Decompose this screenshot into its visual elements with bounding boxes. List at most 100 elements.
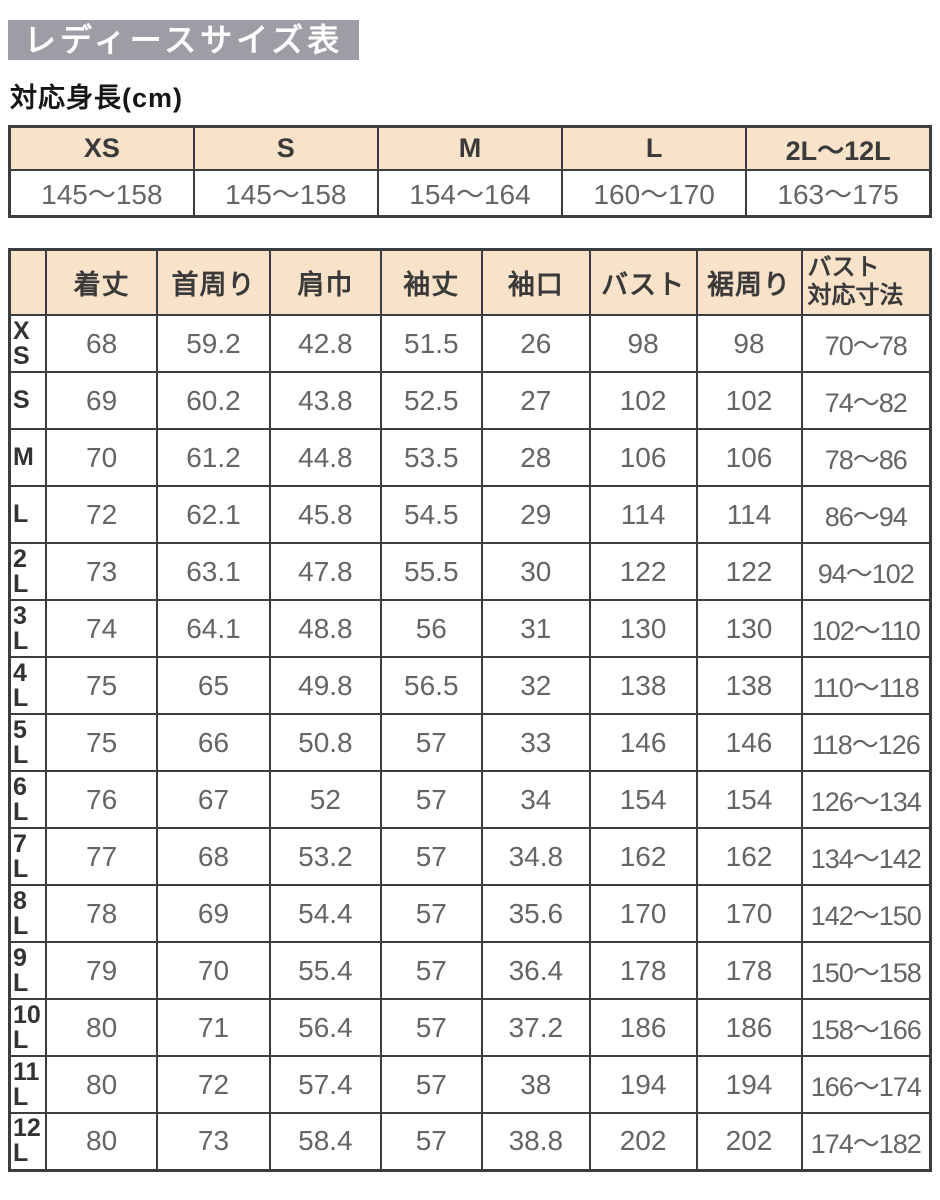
size-row-label-line: 2 [13,544,27,573]
measurement-cell: 62.1 [155,485,272,544]
corner-cell [8,248,48,316]
measurement-column-header: バスト [588,248,698,316]
measurement-cell: 114 [588,485,698,544]
size-row-label-line: L [13,740,29,769]
measurement-column-header: 肩巾 [269,248,382,316]
bust-range-header-line: バスト [807,254,880,282]
size-row-label-line: X [13,316,30,345]
measurement-cell: 186 [695,998,803,1057]
measurement-cell: 37.2 [480,998,591,1057]
height-range-cell: 145〜158 [8,169,195,217]
measurement-cell: 194 [588,1055,698,1114]
height-column-header: L [561,125,748,171]
measurement-cell: 66 [155,713,272,772]
measurement-cell: 102 [588,371,698,430]
size-row-label: 12 L [8,1112,48,1171]
measurement-cell: 61.2 [155,428,272,487]
measurement-cell: 56.4 [269,998,382,1057]
measurement-cell: 102〜110 [800,599,932,658]
measurement-cell: 70〜78 [800,314,932,373]
measurement-cell: 178 [588,941,698,1000]
size-row-label-line: M [13,443,34,471]
size-row-label-line: 12 [13,1114,41,1143]
measurement-column-header: 袖口 [480,248,591,316]
size-row: S 69 60.2 43.8 52.5 27 102 102 74〜82 [8,371,932,430]
measurement-cell: 51.5 [379,314,483,373]
page-title: レディースサイズ表 [8,20,360,60]
measurement-cell: 86〜94 [800,485,932,544]
measurement-cell: 80 [45,1055,158,1114]
measurement-cell: 170 [588,884,698,943]
measurement-cell: 38.8 [480,1112,591,1171]
measurement-cell: 60.2 [155,371,272,430]
measurement-cell: 36.4 [480,941,591,1000]
measurement-cell: 75 [45,656,158,715]
measurement-column-header: 首周り [155,248,272,316]
measurement-cell: 150〜158 [800,941,932,1000]
measurement-cell: 57.4 [269,1055,382,1114]
measurement-cell: 162 [695,827,803,886]
measurement-cell: 64.1 [155,599,272,658]
measurement-cell: 57 [379,1112,483,1171]
size-row-label-line: L [13,626,29,655]
measurement-cell: 126〜134 [800,770,932,829]
measurement-cell: 80 [45,998,158,1057]
bust-range-header-line: 対応寸法 [807,282,904,310]
height-column-header: XS [8,125,195,171]
measurement-cell: 57 [379,884,483,943]
size-row-label-line: L [13,1139,29,1168]
measurement-cell: 146 [695,713,803,772]
measurement-column-header: 袖丈 [379,248,483,316]
measurement-cell: 49.8 [269,656,382,715]
measurement-cell: 154 [695,770,803,829]
measurement-cell: 57 [379,998,483,1057]
measurement-cell: 35.6 [480,884,591,943]
size-row-label-line: 5 [13,715,27,744]
measurement-cell: 110〜118 [800,656,932,715]
measurement-cell: 29 [480,485,591,544]
size-row: 11 L 80 72 57.4 57 38 194 194 166〜174 [8,1055,932,1114]
measurement-cell: 75 [45,713,158,772]
measurement-cell: 31 [480,599,591,658]
measurement-cell: 80 [45,1112,158,1171]
height-range-cell: 160〜170 [561,169,748,217]
size-row-label-line: L [13,1082,29,1111]
size-row-label-line: 4 [13,658,27,687]
size-row-label-line: S [13,341,30,370]
measurement-cell: 72 [155,1055,272,1114]
size-row-label-line: 10 [13,1000,41,1029]
measurement-cell: 63.1 [155,542,272,601]
measurement-cell: 122 [695,542,803,601]
size-row-label: 11 L [8,1055,48,1114]
measurement-cell: 174〜182 [800,1112,932,1171]
measurement-cell: 114 [695,485,803,544]
measurement-cell: 55.4 [269,941,382,1000]
measurement-cell: 47.8 [269,542,382,601]
measurement-cell: 138 [695,656,803,715]
height-table-header-row: XS S M L 2L〜12L [8,125,932,171]
measurement-cell: 71 [155,998,272,1057]
measurement-cell: 55.5 [379,542,483,601]
measurement-cell: 59.2 [155,314,272,373]
size-table-header-row: 着丈 首周り 肩巾 袖丈 袖口 バスト 裾周り バスト 対応寸法 [8,248,932,316]
measurement-cell: 134〜142 [800,827,932,886]
measurement-cell: 48.8 [269,599,382,658]
measurement-cell: 33 [480,713,591,772]
measurement-cell: 122 [588,542,698,601]
measurement-cell: 73 [45,542,158,601]
measurement-cell: 70 [155,941,272,1000]
size-row-label: 10 L [8,998,48,1057]
measurement-cell: 58.4 [269,1112,382,1171]
height-column-header: S [192,125,379,171]
measurement-cell: 73 [155,1112,272,1171]
measurement-cell: 32 [480,656,591,715]
measurement-cell: 130 [588,599,698,658]
measurement-cell: 54.5 [379,485,483,544]
size-row: 10 L 80 71 56.4 57 37.2 186 186 158〜166 [8,998,932,1057]
height-range-cell: 163〜175 [745,169,932,217]
measurement-cell: 56 [379,599,483,658]
measurement-cell: 44.8 [269,428,382,487]
